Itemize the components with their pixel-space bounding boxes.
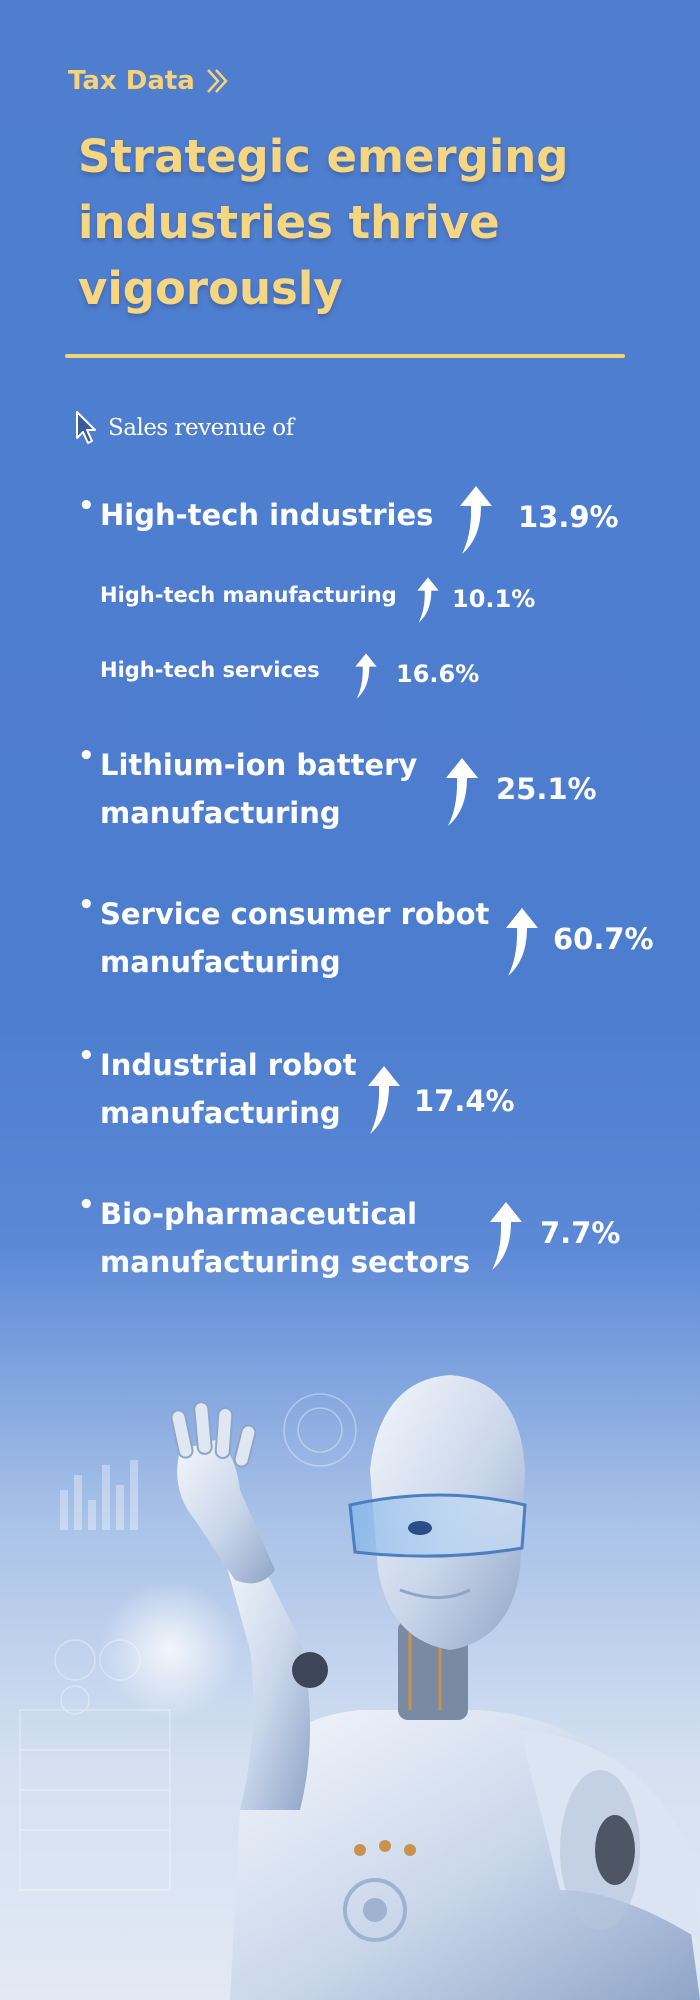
growth-value: 25.1% bbox=[496, 772, 597, 806]
page-title: Strategic emerging industries thrive vig… bbox=[78, 130, 569, 315]
item-label-line2: manufacturing sectors bbox=[100, 1245, 471, 1279]
item-label-line1: Service consumer robot bbox=[100, 897, 490, 931]
section-kicker: Tax Data bbox=[68, 66, 233, 96]
title-divider bbox=[65, 354, 625, 358]
up-arrow-icon bbox=[506, 908, 538, 976]
list-item-high-tech-industries: • High-tech industries bbox=[78, 491, 434, 539]
robot-illustration bbox=[19, 1375, 700, 2000]
intro-text: Sales revenue of bbox=[108, 415, 294, 441]
list-item-high-tech-services: High-tech services bbox=[100, 655, 320, 685]
item-label-line2: manufacturing bbox=[100, 945, 341, 979]
double-chevron-right-icon bbox=[206, 69, 228, 93]
kicker-text: Tax Data bbox=[68, 66, 195, 96]
item-label-line2: manufacturing bbox=[100, 1096, 341, 1130]
list-item-bio-pharmaceutical: • Bio-pharmaceutical manufacturing secto… bbox=[78, 1190, 471, 1286]
list-item-lithium-ion-battery: • Lithium-ion battery manufacturing bbox=[78, 741, 418, 837]
bullet: • bbox=[78, 491, 95, 521]
bullet: • bbox=[78, 1190, 95, 1220]
item-label: High-tech industries bbox=[100, 498, 434, 532]
growth-value: 60.7% bbox=[553, 922, 654, 956]
bullet: • bbox=[78, 1041, 95, 1071]
growth-value: 10.1% bbox=[452, 585, 536, 613]
list-item-industrial-robot: • Industrial robot manufacturing bbox=[78, 1041, 357, 1137]
item-label-line1: Bio-pharmaceutical bbox=[100, 1197, 418, 1231]
item-label-line1: Industrial robot bbox=[100, 1048, 357, 1082]
growth-value: 17.4% bbox=[414, 1084, 515, 1118]
item-label: High-tech services bbox=[100, 658, 320, 682]
item-label: High-tech manufacturing bbox=[100, 583, 397, 607]
up-arrow-icon bbox=[368, 1066, 400, 1134]
bullet: • bbox=[78, 741, 95, 771]
list-item-high-tech-manufacturing: High-tech manufacturing bbox=[100, 580, 397, 610]
intro-line: Sales revenue of bbox=[74, 410, 294, 446]
up-arrow-icon bbox=[355, 653, 377, 699]
bullet: • bbox=[78, 890, 95, 920]
up-arrow-icon bbox=[446, 758, 478, 826]
growth-value: 7.7% bbox=[540, 1216, 621, 1250]
up-arrow-icon bbox=[417, 577, 439, 623]
up-arrow-icon bbox=[490, 1202, 522, 1270]
item-label-line1: Lithium-ion battery bbox=[100, 748, 418, 782]
up-arrow-icon bbox=[460, 486, 492, 554]
growth-value: 13.9% bbox=[518, 500, 619, 534]
cursor-pointer-icon bbox=[76, 411, 96, 444]
growth-value: 16.6% bbox=[396, 660, 480, 688]
item-label-line2: manufacturing bbox=[100, 796, 341, 830]
list-item-service-consumer-robot: • Service consumer robot manufacturing bbox=[78, 890, 490, 986]
